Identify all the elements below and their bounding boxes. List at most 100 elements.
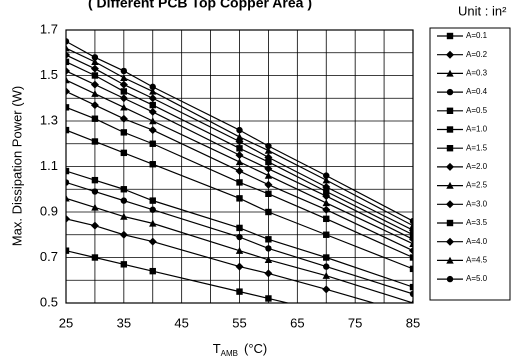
- legend-label: A=0.5: [466, 106, 488, 115]
- series-line: [66, 106, 413, 259]
- unit-note: Unit : in²: [458, 3, 507, 18]
- y-axis-label: Max. Dissipation Power (W): [9, 86, 24, 246]
- marker: [148, 94, 157, 103]
- x-tick-label: 85: [406, 315, 420, 330]
- marker: [409, 217, 413, 225]
- marker: [66, 126, 70, 134]
- series-line: [66, 54, 413, 231]
- x-tick-label: 35: [117, 315, 131, 330]
- series-line: [66, 181, 413, 295]
- marker: [409, 290, 413, 298]
- legend-label: A=1.5: [466, 143, 488, 152]
- legend-marker: [446, 69, 454, 77]
- series-line: [66, 218, 376, 303]
- x-tick-label: 25: [59, 315, 73, 330]
- marker: [322, 272, 330, 279]
- legend-label: A=0.1: [466, 31, 488, 40]
- marker: [119, 80, 128, 89]
- legend-label: A=4.5: [466, 256, 488, 265]
- marker: [149, 161, 156, 168]
- marker: [149, 101, 156, 109]
- marker: [149, 140, 156, 147]
- marker: [149, 267, 156, 275]
- marker: [91, 58, 99, 66]
- legend-marker: [446, 88, 454, 96]
- marker: [264, 269, 273, 278]
- x-label-main: T: [213, 341, 221, 356]
- marker: [119, 114, 128, 123]
- marker: [120, 212, 128, 220]
- marker: [235, 262, 244, 271]
- marker: [236, 288, 243, 295]
- marker: [66, 76, 70, 84]
- marker: [264, 153, 273, 162]
- series-line: [66, 47, 413, 227]
- x-label-sub: AMB: [221, 349, 238, 358]
- series-line: [66, 170, 413, 288]
- marker: [323, 172, 330, 179]
- legend-marker: [446, 237, 454, 246]
- marker: [66, 44, 70, 52]
- marker: [66, 167, 70, 175]
- marker: [322, 176, 330, 184]
- legend-label: A=5.0: [466, 274, 488, 283]
- series-line: [66, 90, 413, 252]
- legend-label: A=2.5: [466, 181, 488, 190]
- chart-title: ( Different PCB Top Copper Area ): [88, 0, 312, 11]
- marker: [322, 285, 331, 294]
- marker: [66, 194, 70, 202]
- marker: [91, 115, 99, 122]
- marker: [323, 188, 330, 195]
- marker: [149, 219, 157, 227]
- marker: [66, 38, 70, 45]
- marker: [66, 51, 70, 60]
- marker: [236, 179, 243, 186]
- legend-marker: [446, 219, 454, 227]
- marker: [409, 246, 413, 255]
- series-line: [66, 61, 413, 236]
- marker: [323, 231, 330, 238]
- legend-marker: [446, 145, 454, 152]
- marker: [120, 149, 128, 157]
- marker: [66, 104, 70, 111]
- marker: [264, 146, 273, 154]
- marker: [91, 72, 99, 79]
- marker: [148, 107, 157, 116]
- marker: [411, 299, 413, 303]
- marker: [120, 103, 128, 111]
- series-line: [66, 197, 413, 303]
- marker: [90, 64, 99, 73]
- marker: [236, 233, 243, 241]
- marker: [149, 206, 156, 213]
- marker: [265, 295, 272, 302]
- marker: [91, 54, 99, 61]
- plot-frame: [65, 29, 414, 304]
- x-tick-label: 65: [290, 315, 304, 330]
- marker: [90, 80, 99, 89]
- marker: [323, 309, 329, 315]
- marker: [236, 126, 243, 134]
- marker: [323, 254, 330, 261]
- marker: [235, 167, 244, 176]
- x-tick-label: 45: [174, 315, 188, 330]
- legend-marker: [446, 50, 454, 59]
- series-line: [66, 70, 413, 240]
- y-tick-label: 0.9: [40, 203, 58, 218]
- legend-label: A=1.0: [466, 125, 488, 134]
- marker: [120, 88, 128, 95]
- marker: [91, 203, 99, 211]
- y-tick-label: 0.7: [40, 249, 58, 264]
- legend-label: A=4.0: [466, 237, 488, 246]
- marker: [90, 101, 99, 110]
- legend-label: A=3.0: [466, 199, 488, 208]
- x-label-unit: (°C): [244, 341, 267, 356]
- x-tick-label: 55: [232, 315, 246, 330]
- x-tick-label: 75: [348, 315, 362, 330]
- legend-marker: [446, 32, 454, 40]
- marker: [265, 236, 272, 243]
- y-tick-label: 1.7: [40, 21, 58, 36]
- marker: [66, 87, 70, 96]
- marker: [409, 254, 413, 261]
- legend-marker: [446, 126, 454, 133]
